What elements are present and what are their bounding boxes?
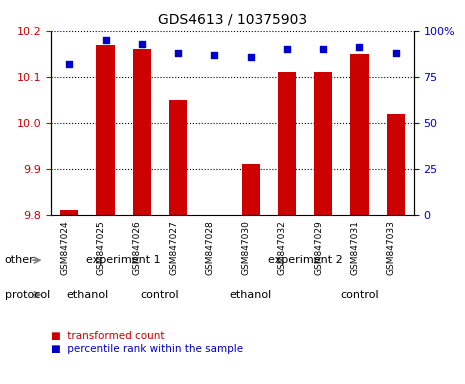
Bar (278, 72, 296, 215)
Text: experiment 1: experiment 1 (86, 255, 161, 265)
Text: control: control (340, 290, 379, 300)
Point (66, 61, 73, 67)
Bar (351, 54, 368, 215)
Bar (60, 210, 78, 215)
Text: ■  percentile rank within the sample: ■ percentile rank within the sample (51, 344, 243, 354)
Text: experiment 2: experiment 2 (268, 255, 342, 265)
Point (211, 51, 218, 58)
Point (283, 46, 291, 52)
Point (102, 37, 109, 43)
Text: ethanol: ethanol (66, 290, 108, 300)
Text: ■  transformed count: ■ transformed count (51, 331, 165, 341)
Point (356, 44, 363, 50)
Point (174, 50, 182, 56)
Text: ethanol: ethanol (230, 290, 272, 300)
Bar (242, 164, 259, 215)
Bar (386, 114, 405, 215)
Text: control: control (140, 290, 179, 300)
Text: protocol: protocol (5, 290, 50, 300)
Point (138, 41, 146, 47)
Bar (96, 45, 114, 215)
Bar (169, 100, 187, 215)
Title: GDS4613 / 10375903: GDS4613 / 10375903 (158, 13, 307, 27)
Point (319, 46, 327, 52)
Point (392, 50, 399, 56)
Text: other: other (5, 255, 34, 265)
Bar (133, 49, 151, 215)
Bar (314, 72, 332, 215)
Point (247, 53, 254, 60)
